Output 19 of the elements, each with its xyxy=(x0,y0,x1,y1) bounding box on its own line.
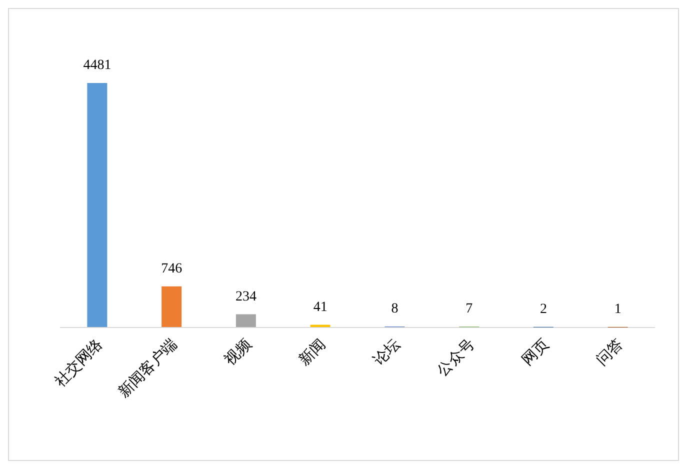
data-label: 1 xyxy=(614,302,622,317)
x-tick-label: 公众号 xyxy=(434,336,478,380)
data-label: 2 xyxy=(540,302,547,317)
data-label: 4481 xyxy=(83,58,112,73)
bar xyxy=(87,83,108,327)
x-tick-label: 问答 xyxy=(593,336,627,370)
x-tick-label: 网页 xyxy=(520,336,552,370)
bar xyxy=(162,286,182,327)
bar xyxy=(236,314,256,327)
x-tick-label: 视频 xyxy=(222,336,255,370)
data-label: 234 xyxy=(235,289,256,304)
x-tick-label: 社交网络 xyxy=(52,336,106,390)
x-tick-label: 论坛 xyxy=(370,336,404,370)
data-label: 41 xyxy=(313,300,328,315)
data-label: 8 xyxy=(391,302,398,317)
x-tick-label: 新闻客户端 xyxy=(115,336,180,401)
x-tick-label: 新闻 xyxy=(296,336,330,370)
data-label: 7 xyxy=(466,302,473,317)
data-label: 746 xyxy=(161,261,182,276)
